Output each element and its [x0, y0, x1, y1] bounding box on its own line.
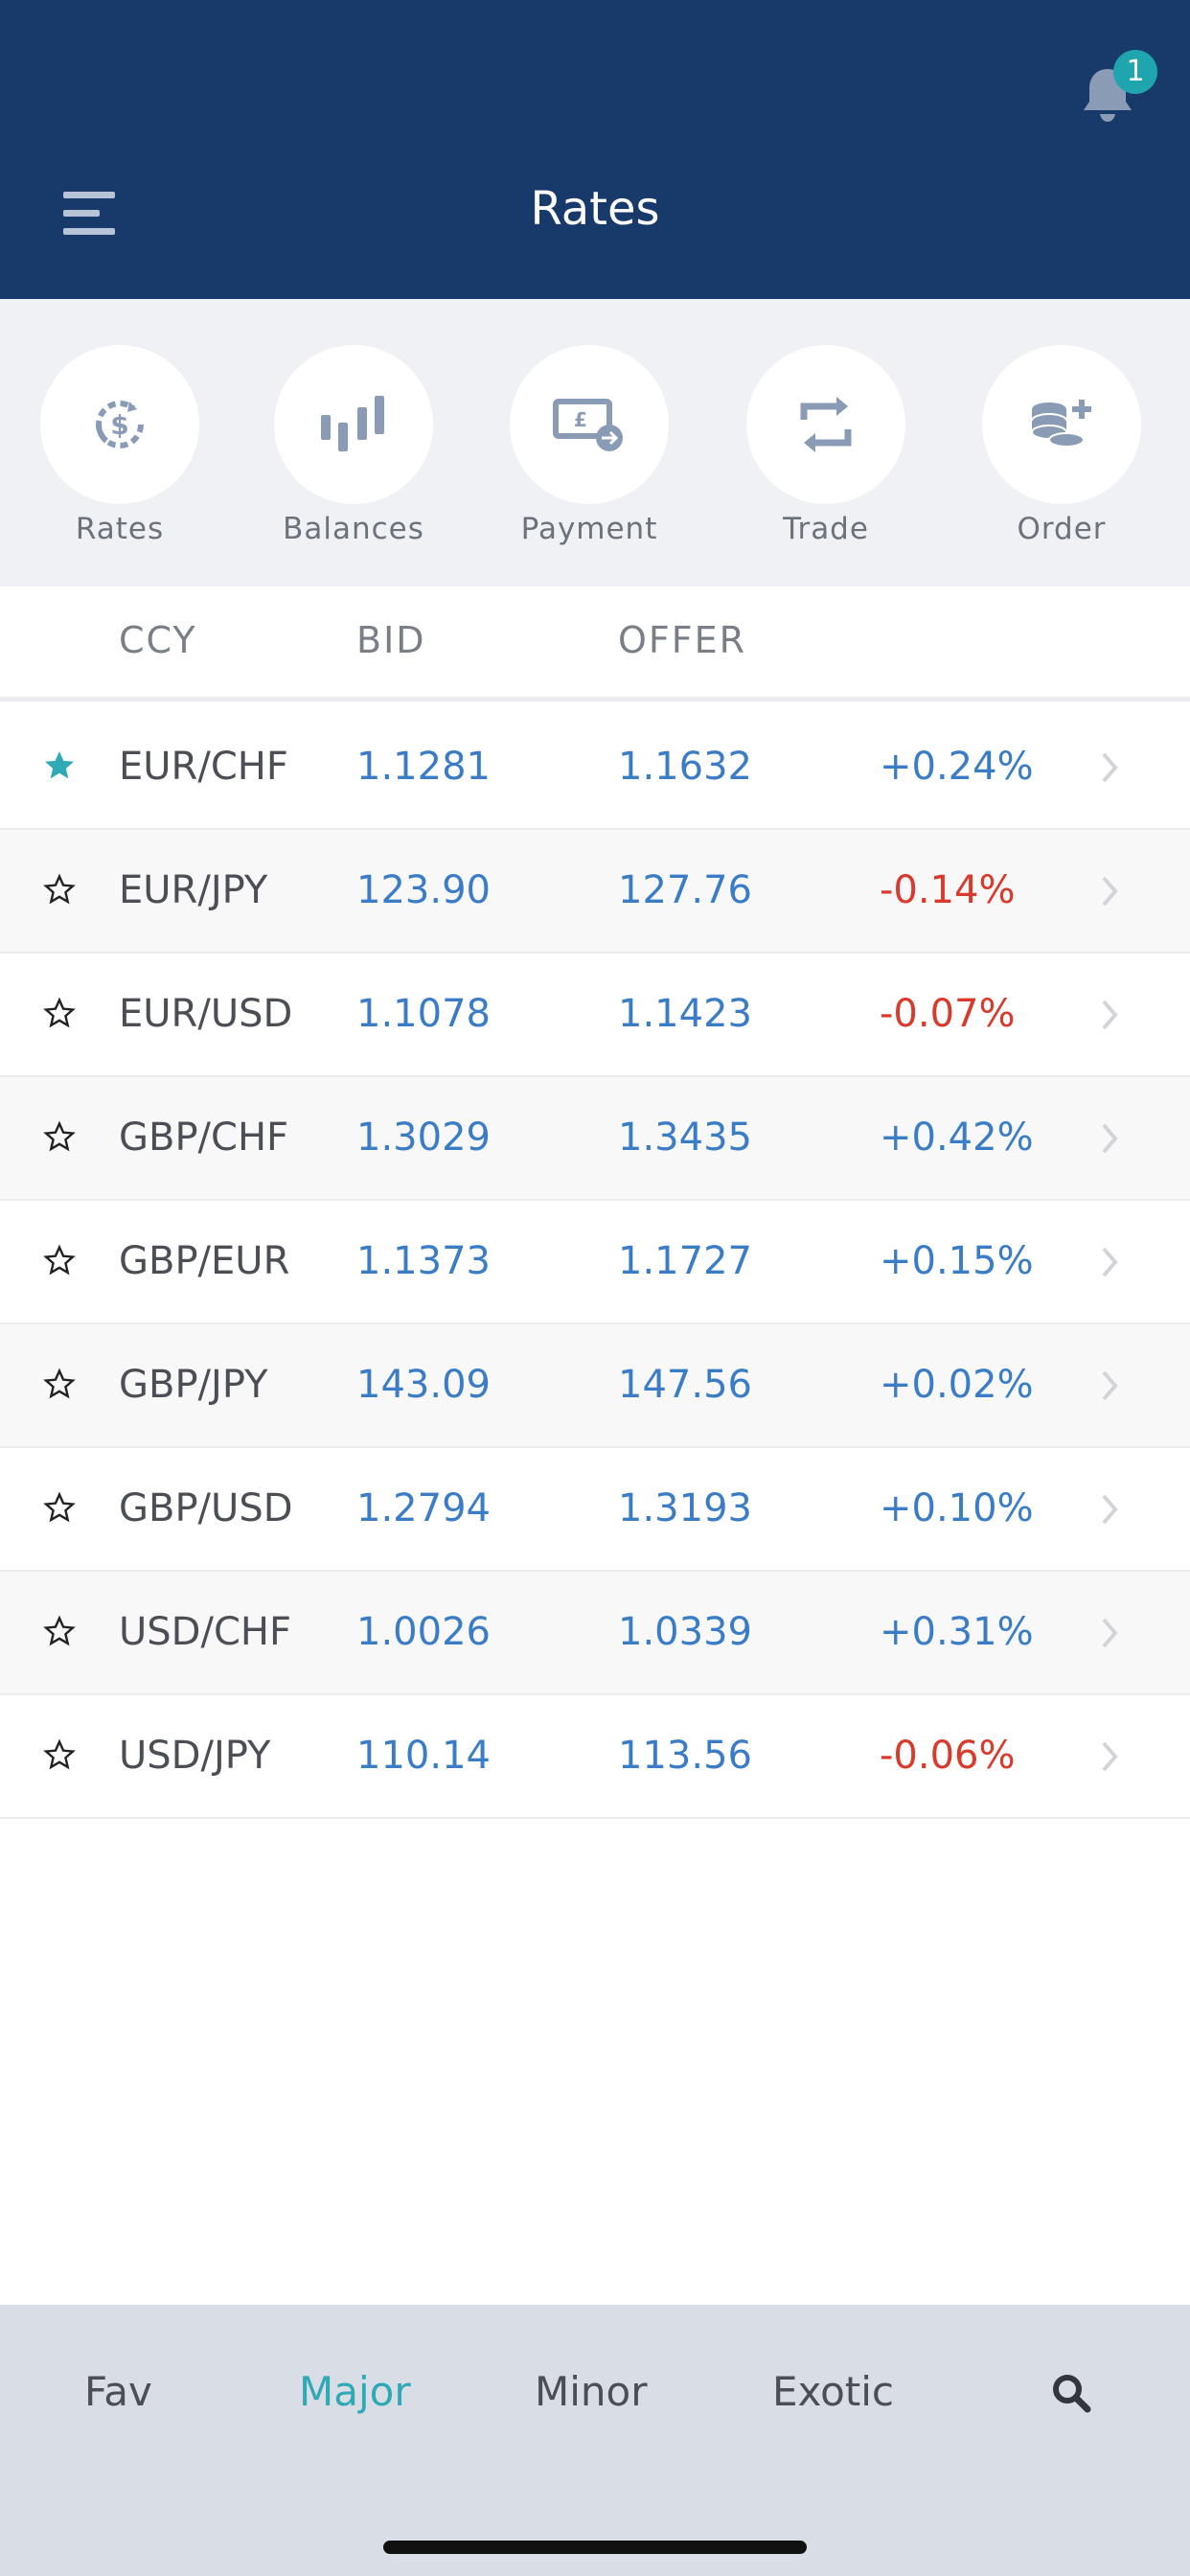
action-rates-label: Rates	[75, 512, 165, 546]
rates-icon: $	[95, 400, 144, 448]
order-icon	[1031, 400, 1091, 448]
row-change: -0.06%	[880, 1734, 1016, 1778]
quick-actions-bar: $ Rates Balances £ Payment	[0, 299, 1190, 586]
star-outline-icon[interactable]	[42, 1490, 77, 1525]
trade-icon	[800, 397, 852, 452]
row-bid: 110.14	[356, 1734, 491, 1778]
app-header: Rates 1	[0, 0, 1190, 299]
chevron-right-icon	[1102, 1370, 1118, 1401]
column-header-offer[interactable]: OFFER	[618, 619, 747, 661]
row-ccy: GBP/EUR	[119, 1239, 290, 1283]
row-bid: 1.3029	[356, 1116, 491, 1160]
row-change: +0.31%	[880, 1610, 1034, 1654]
chevron-right-icon	[1102, 1494, 1118, 1525]
star-outline-icon[interactable]	[42, 872, 77, 907]
svg-text:£: £	[574, 408, 587, 431]
row-ccy: USD/CHF	[119, 1610, 291, 1654]
star-outline-icon[interactable]	[42, 996, 77, 1030]
svg-text:$: $	[110, 409, 128, 441]
column-header-bid[interactable]: BID	[356, 619, 426, 661]
action-balances[interactable]: Balances	[258, 345, 449, 546]
table-row[interactable]: GBP/EUR 1.1373 1.1727 +0.15%	[0, 1201, 1190, 1324]
table-row[interactable]: USD/CHF 1.0026 1.0339 +0.31%	[0, 1572, 1190, 1695]
row-ccy: GBP/JPY	[119, 1363, 268, 1407]
balances-icon	[321, 396, 384, 451]
row-change: +0.02%	[880, 1363, 1034, 1407]
star-outline-icon[interactable]	[42, 1367, 77, 1401]
star-outline-icon[interactable]	[42, 1119, 77, 1154]
chevron-right-icon	[1102, 876, 1118, 907]
action-payment-label: Payment	[520, 512, 658, 546]
row-ccy: GBP/CHF	[119, 1116, 289, 1160]
action-balances-label: Balances	[283, 512, 424, 546]
row-bid: 1.2794	[356, 1486, 491, 1530]
row-change: -0.07%	[880, 992, 1016, 1036]
row-bid: 1.1281	[356, 745, 491, 789]
row-change: +0.10%	[880, 1486, 1034, 1530]
home-indicator[interactable]	[383, 2541, 807, 2554]
chevron-right-icon	[1102, 1000, 1118, 1030]
star-outline-icon[interactable]	[42, 1243, 77, 1277]
table-row[interactable]: EUR/CHF 1.1281 1.1632 +0.24%	[0, 706, 1190, 830]
row-offer: 1.1632	[618, 745, 752, 789]
row-change: -0.14%	[880, 868, 1016, 912]
star-filled-icon[interactable]	[42, 748, 77, 783]
row-offer: 113.56	[618, 1734, 752, 1778]
notification-badge[interactable]: 1	[1113, 50, 1157, 94]
row-bid: 1.1078	[356, 992, 491, 1036]
star-outline-icon[interactable]	[42, 1614, 77, 1648]
chevron-right-icon	[1102, 752, 1118, 783]
row-offer: 1.1727	[618, 1239, 752, 1283]
search-icon[interactable]	[1050, 2372, 1092, 2414]
action-rates[interactable]: $ Rates	[24, 345, 216, 546]
row-ccy: GBP/USD	[119, 1486, 293, 1530]
table-row[interactable]: EUR/JPY 123.90 127.76 -0.14%	[0, 830, 1190, 954]
action-order-label: Order	[1017, 512, 1107, 546]
tab-fav[interactable]: Fav	[84, 2368, 152, 2415]
hamburger-menu-icon[interactable]	[63, 192, 115, 236]
chevron-right-icon	[1102, 1123, 1118, 1154]
row-ccy: EUR/JPY	[119, 868, 268, 912]
bottom-tab-bar: Fav Major Minor Exotic	[0, 2305, 1190, 2576]
row-offer: 147.56	[618, 1363, 752, 1407]
row-offer: 1.3193	[618, 1486, 752, 1530]
row-change: +0.24%	[880, 745, 1034, 789]
payment-icon: £	[553, 399, 623, 451]
table-row[interactable]: EUR/USD 1.1078 1.1423 -0.07%	[0, 954, 1190, 1077]
row-change: +0.42%	[880, 1116, 1034, 1160]
row-change: +0.15%	[880, 1239, 1034, 1283]
row-bid: 123.90	[356, 868, 491, 912]
row-bid: 1.1373	[356, 1239, 491, 1283]
action-trade-label: Trade	[783, 512, 869, 546]
tab-exotic[interactable]: Exotic	[772, 2368, 895, 2415]
row-offer: 127.76	[618, 868, 752, 912]
tab-minor[interactable]: Minor	[535, 2368, 648, 2415]
row-ccy: EUR/USD	[119, 992, 293, 1036]
action-payment[interactable]: £ Payment	[493, 345, 685, 546]
row-bid: 1.0026	[356, 1610, 491, 1654]
row-ccy: USD/JPY	[119, 1734, 271, 1778]
chevron-right-icon	[1102, 1247, 1118, 1277]
page-title: Rates	[530, 182, 660, 236]
row-offer: 1.0339	[618, 1610, 752, 1654]
row-offer: 1.1423	[618, 992, 752, 1036]
chevron-right-icon	[1102, 1618, 1118, 1648]
table-row[interactable]: GBP/JPY 143.09 147.56 +0.02%	[0, 1324, 1190, 1448]
chevron-right-icon	[1102, 1741, 1118, 1772]
table-row[interactable]: GBP/USD 1.2794 1.3193 +0.10%	[0, 1448, 1190, 1572]
rates-table-body: EUR/CHF 1.1281 1.1632 +0.24% EUR/JPY 123…	[0, 706, 1190, 1819]
row-offer: 1.3435	[618, 1116, 752, 1160]
tab-major[interactable]: Major	[299, 2368, 411, 2415]
table-row[interactable]: GBP/CHF 1.3029 1.3435 +0.42%	[0, 1077, 1190, 1201]
rates-table-header: CCY BID OFFER	[0, 586, 1190, 702]
star-outline-icon[interactable]	[42, 1737, 77, 1772]
row-bid: 143.09	[356, 1363, 491, 1407]
row-ccy: EUR/CHF	[119, 745, 288, 789]
table-row[interactable]: USD/JPY 110.14 113.56 -0.06%	[0, 1695, 1190, 1819]
column-header-ccy[interactable]: CCY	[119, 619, 197, 661]
action-trade[interactable]: Trade	[730, 345, 922, 546]
action-order[interactable]: Order	[966, 345, 1157, 546]
